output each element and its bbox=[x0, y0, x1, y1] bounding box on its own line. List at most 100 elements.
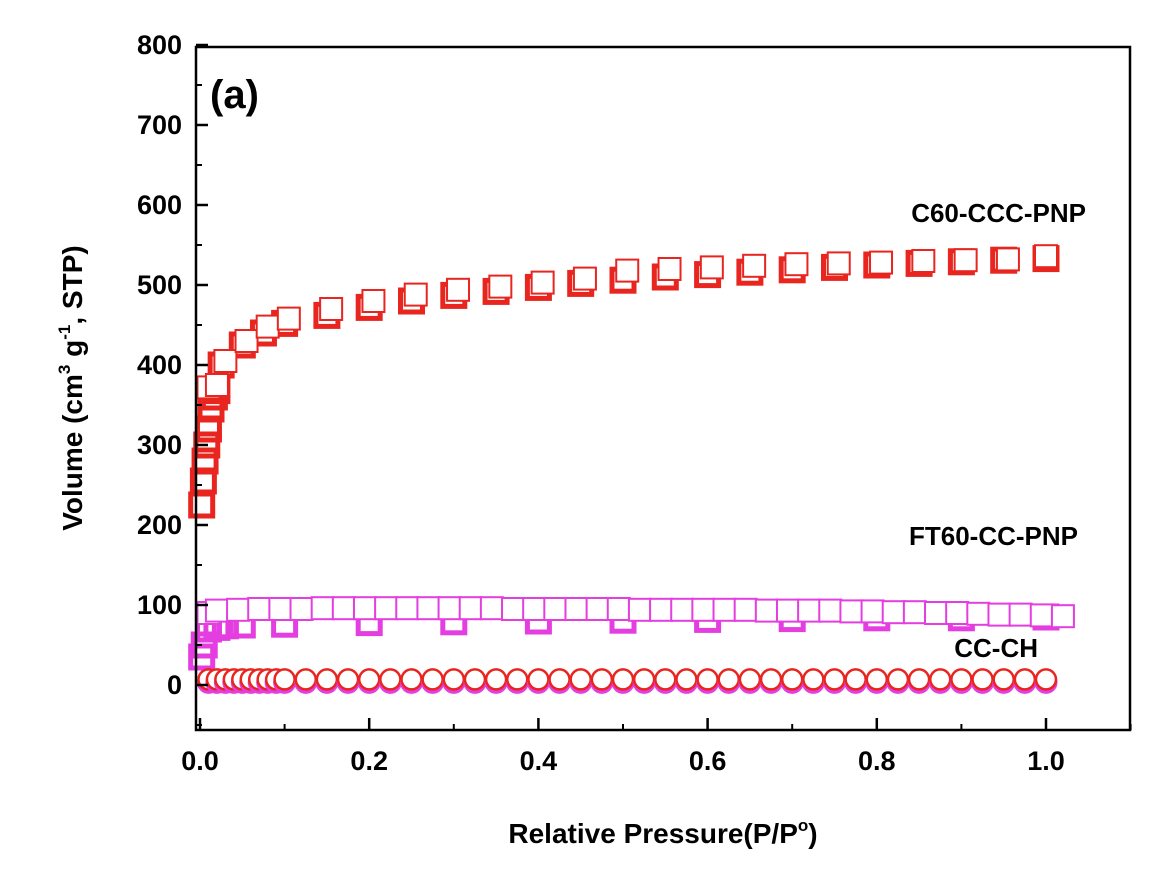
desorption-point bbox=[627, 597, 652, 622]
desorption-point bbox=[395, 596, 420, 621]
desorption-point bbox=[268, 597, 293, 621]
adsorption-point bbox=[632, 668, 656, 691]
desorption-point bbox=[437, 596, 462, 621]
desorption-point bbox=[953, 248, 978, 273]
adsorption-point bbox=[1013, 668, 1037, 691]
desorption-point bbox=[945, 601, 970, 625]
desorption-point bbox=[361, 289, 386, 313]
adsorption-point bbox=[527, 668, 550, 691]
ticks-layer: 0.0 0.2 0.4 0.6 0.8 1.0 0 100 200 300 400 500 600 700… bbox=[137, 30, 1132, 776]
desorption-point bbox=[255, 314, 280, 339]
x-tick-label: 0.6 bbox=[689, 746, 727, 776]
desorption-point bbox=[501, 597, 526, 621]
desorption-point bbox=[247, 597, 272, 621]
adsorption-point bbox=[421, 668, 444, 691]
desorption-point bbox=[742, 253, 767, 278]
series-2 bbox=[196, 668, 1058, 694]
desorption-point bbox=[649, 597, 674, 622]
adsorption-point bbox=[590, 668, 614, 691]
panel-label: (a) bbox=[210, 73, 259, 117]
series-label-c60-ccc-pnp: C60-CCC-PNP bbox=[911, 198, 1086, 228]
adsorption-point bbox=[802, 668, 825, 691]
x-tick-label: 0.4 bbox=[520, 746, 558, 776]
y-axis-title: Volume (cm3 g-1, STP) bbox=[55, 245, 88, 530]
adsorption-point bbox=[315, 668, 339, 691]
adsorption-point bbox=[950, 668, 973, 691]
adsorption-point bbox=[1034, 668, 1058, 691]
adsorption-point bbox=[191, 447, 219, 475]
adsorption-point bbox=[823, 668, 846, 691]
desorption-point bbox=[374, 596, 399, 621]
adsorption-point bbox=[844, 668, 867, 691]
adsorption-point bbox=[336, 668, 360, 691]
desorption-point bbox=[319, 297, 344, 321]
adsorption-point bbox=[484, 668, 508, 691]
desorption-point bbox=[995, 247, 1020, 272]
y-tick-label: 800 bbox=[137, 30, 182, 60]
desorption-point bbox=[911, 249, 936, 273]
adsorption-point bbox=[506, 668, 529, 691]
adsorption-point bbox=[357, 668, 381, 691]
desorption-point bbox=[691, 597, 716, 622]
desorption-point bbox=[352, 596, 377, 621]
adsorption-point bbox=[717, 668, 740, 691]
adsorption-point bbox=[675, 668, 698, 691]
x-tick-label: 1.0 bbox=[1027, 746, 1065, 776]
series-label-cc-ch: CC-CH bbox=[954, 633, 1038, 663]
adsorption-point bbox=[738, 668, 762, 691]
adsorption-point bbox=[379, 668, 402, 691]
desorption-point bbox=[966, 601, 991, 626]
desorption-point bbox=[826, 251, 851, 276]
desorption-point bbox=[902, 600, 927, 625]
desorption-point bbox=[818, 598, 843, 623]
desorption-point bbox=[564, 597, 589, 621]
desorption-point bbox=[403, 282, 428, 307]
adsorption-point bbox=[442, 668, 466, 691]
adsorption-point bbox=[548, 668, 571, 691]
adsorption-point bbox=[654, 668, 677, 691]
series-0 bbox=[188, 244, 1060, 519]
desorption-point bbox=[712, 597, 737, 622]
desorption-point bbox=[213, 349, 238, 373]
desorption-point bbox=[606, 597, 631, 621]
adsorption-point bbox=[780, 668, 804, 691]
desorption-point bbox=[869, 250, 894, 275]
desorption-point bbox=[543, 597, 568, 621]
x-axis-title: Relative Pressure(P/Po) bbox=[508, 816, 817, 849]
x-tick-label: 0.8 bbox=[858, 746, 896, 776]
desorption-point bbox=[310, 596, 335, 621]
x-tick-label: 0.2 bbox=[350, 746, 388, 776]
desorption-point bbox=[289, 597, 314, 621]
desorption-point bbox=[881, 600, 906, 625]
desorption-point bbox=[733, 597, 758, 622]
desorption-point bbox=[585, 597, 610, 621]
desorption-point bbox=[839, 599, 864, 624]
desorption-point bbox=[784, 252, 809, 277]
desorption-point bbox=[276, 306, 301, 331]
adsorption-point bbox=[696, 668, 719, 691]
series-layer bbox=[188, 244, 1075, 694]
series-1 bbox=[188, 596, 1075, 671]
adsorption-point bbox=[992, 668, 1015, 691]
x-tick-label: 0.0 bbox=[181, 746, 219, 776]
desorption-point bbox=[754, 598, 779, 623]
desorption-point bbox=[797, 598, 822, 623]
desorption-point bbox=[479, 596, 504, 621]
desorption-point bbox=[987, 602, 1012, 627]
desorption-point bbox=[204, 598, 229, 623]
desorption-point bbox=[657, 257, 682, 281]
adsorption-point bbox=[463, 668, 487, 691]
series-label-ft60-cc-pnp: FT60-CC-PNP bbox=[909, 521, 1078, 551]
desorption-point bbox=[860, 599, 885, 624]
adsorption-point bbox=[569, 668, 592, 691]
adsorption-point bbox=[886, 668, 910, 691]
desorption-point bbox=[416, 596, 441, 621]
desorption-point bbox=[775, 598, 800, 623]
y-tick-label: 700 bbox=[137, 110, 182, 140]
desorption-point bbox=[530, 270, 555, 295]
desorption-point bbox=[226, 597, 251, 622]
desorption-point bbox=[615, 258, 640, 283]
y-tick-label: 200 bbox=[137, 510, 182, 540]
adsorption-point bbox=[865, 668, 889, 691]
